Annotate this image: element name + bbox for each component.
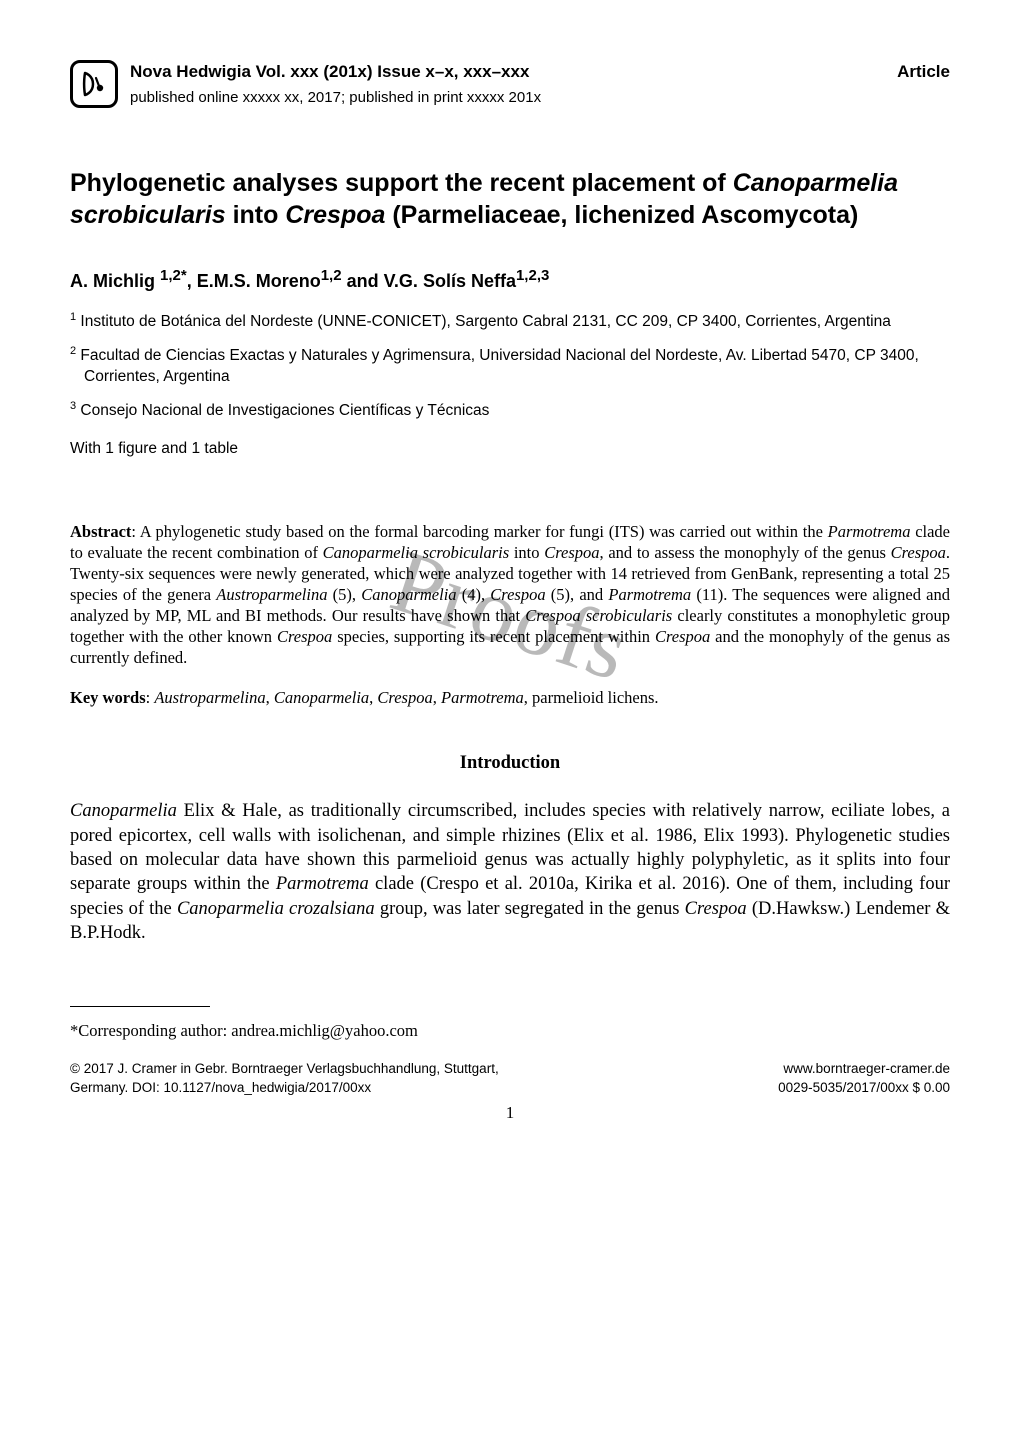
publisher-info: www.borntraeger-cramer.de 0029-5035/2017…	[778, 1060, 950, 1096]
abstract-block: Proofs Abstract: A phylogenetic study ba…	[70, 521, 950, 669]
corresponding-author-footnote: *Corresponding author: andrea.michlig@ya…	[70, 1019, 950, 1043]
article-title: Phylogenetic analyses support the recent…	[70, 168, 950, 231]
article-label: Article	[877, 60, 950, 85]
journal-info: Nova Hedwigia Vol. xxx (201x) Issue x–x,…	[130, 60, 865, 108]
journal-logo	[70, 60, 118, 108]
issn-price: 0029-5035/2017/00xx $ 0.00	[778, 1080, 950, 1095]
introduction-paragraph: Canoparmelia Elix & Hale, as traditional…	[70, 799, 950, 945]
affiliation-3: 3 Consejo Nacional de Investigaciones Ci…	[70, 399, 950, 422]
journal-header: Nova Hedwigia Vol. xxx (201x) Issue x–x,…	[70, 60, 950, 108]
abstract: Abstract: A phylogenetic study based on …	[70, 521, 950, 669]
publisher-url: www.borntraeger-cramer.de	[783, 1061, 950, 1076]
journal-title: Nova Hedwigia Vol. xxx (201x) Issue x–x,…	[130, 60, 865, 85]
authors: A. Michlig 1,2*, E.M.S. Moreno1,2 and V.…	[70, 265, 950, 294]
copyright-line-2: Germany. DOI: 10.1127/nova_hedwigia/2017…	[70, 1080, 371, 1095]
journal-logo-icon	[79, 69, 109, 99]
section-heading-introduction: Introduction	[70, 750, 950, 777]
page-footer: © 2017 J. Cramer in Gebr. Borntraeger Ve…	[70, 1060, 950, 1096]
affiliation-1: 1 Instituto de Botánica del Nordeste (UN…	[70, 310, 950, 333]
journal-online: published online xxxxx xx, 2017; publish…	[130, 87, 865, 109]
keywords: Key words: Austroparmelina, Canoparmelia…	[70, 686, 950, 710]
figure-table-note: With 1 figure and 1 table	[70, 438, 950, 460]
copyright-line-1: © 2017 J. Cramer in Gebr. Borntraeger Ve…	[70, 1061, 499, 1076]
affiliation-2: 2 Facultad de Ciencias Exactas y Natural…	[70, 344, 950, 388]
copyright: © 2017 J. Cramer in Gebr. Borntraeger Ve…	[70, 1060, 499, 1096]
page-number: 1	[70, 1101, 950, 1126]
footnote-rule	[70, 1006, 210, 1007]
